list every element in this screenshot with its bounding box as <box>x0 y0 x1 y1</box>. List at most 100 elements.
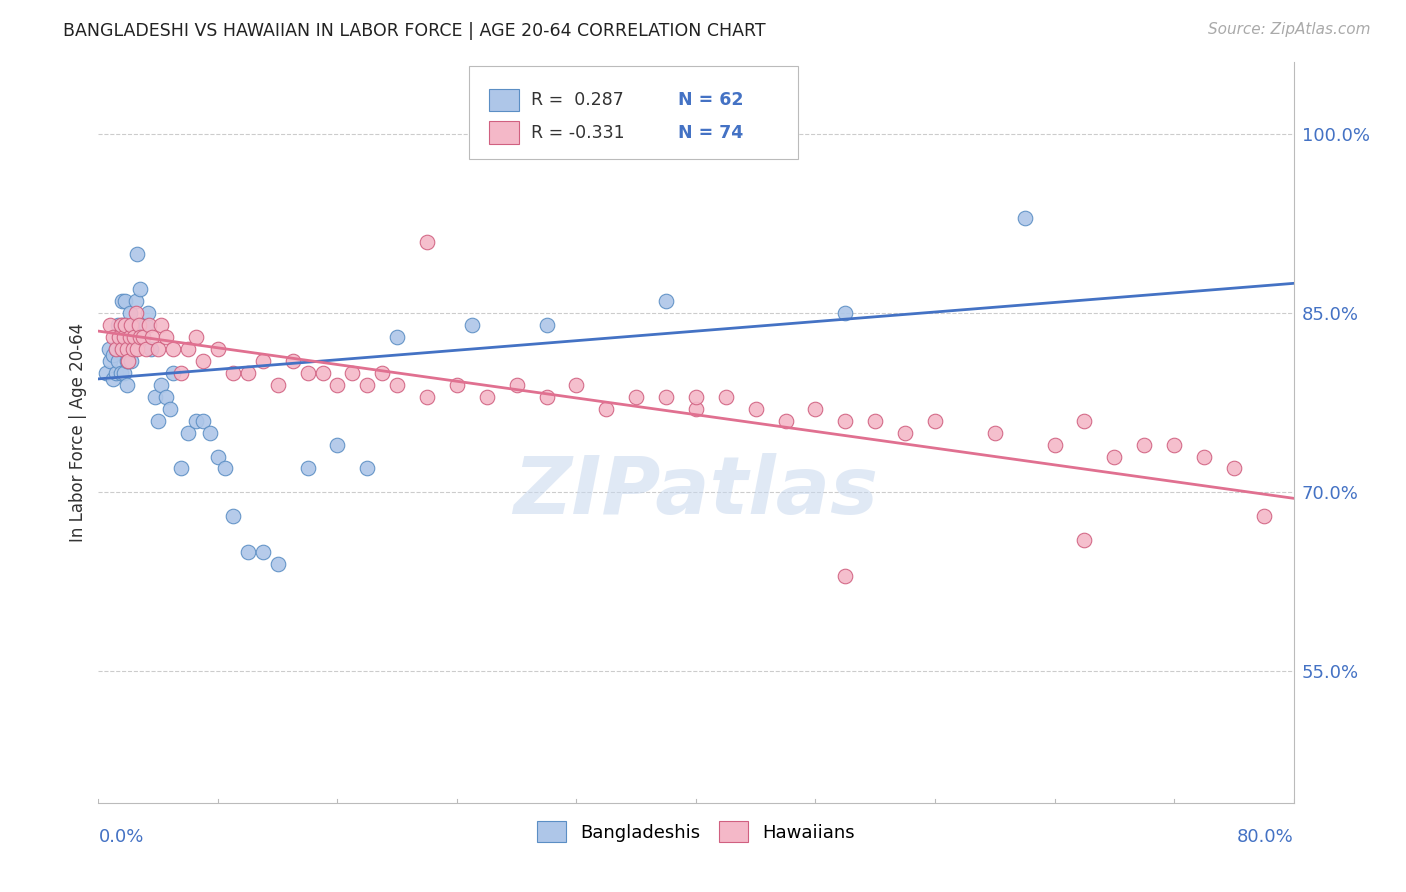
Point <box>416 390 439 404</box>
Point <box>371 366 394 380</box>
Point <box>834 306 856 320</box>
Text: BANGLADESHI VS HAWAIIAN IN LABOR FORCE | AGE 20-64 CORRELATION CHART: BANGLADESHI VS HAWAIIAN IN LABOR FORCE |… <box>63 22 766 40</box>
Point <box>129 330 152 344</box>
Point <box>475 390 498 404</box>
Point <box>177 425 200 440</box>
Point <box>162 342 184 356</box>
Point <box>150 318 173 333</box>
Point <box>118 306 141 320</box>
Point <box>865 414 887 428</box>
Point <box>297 461 319 475</box>
Point <box>1073 533 1095 547</box>
Point <box>252 354 274 368</box>
Legend: Bangladeshis, Hawaiians: Bangladeshis, Hawaiians <box>530 814 862 849</box>
Point <box>214 461 236 475</box>
Point <box>120 318 142 333</box>
Point <box>184 330 207 344</box>
Point <box>112 342 135 356</box>
Text: N = 62: N = 62 <box>678 91 744 109</box>
Point <box>127 246 149 260</box>
Point <box>125 306 148 320</box>
Point <box>342 366 364 380</box>
Point <box>121 342 143 356</box>
Point <box>148 342 170 356</box>
Point <box>148 414 170 428</box>
Y-axis label: In Labor Force | Age 20-64: In Labor Force | Age 20-64 <box>69 323 87 542</box>
Point <box>139 342 162 356</box>
Point <box>416 235 439 249</box>
Point <box>118 330 141 344</box>
Point <box>114 318 136 333</box>
Point <box>1223 461 1246 475</box>
Point <box>98 354 122 368</box>
Point <box>112 366 135 380</box>
Point <box>136 306 159 320</box>
Point <box>115 354 138 368</box>
Text: N = 74: N = 74 <box>678 124 744 142</box>
Point <box>115 342 138 356</box>
Point <box>1073 414 1095 428</box>
Point <box>111 294 134 309</box>
Point <box>120 330 142 344</box>
Point <box>1014 211 1036 225</box>
Point <box>804 401 827 416</box>
Point <box>117 354 139 368</box>
Point <box>655 390 678 404</box>
Point <box>94 366 117 380</box>
Point <box>595 401 617 416</box>
Point <box>141 330 163 344</box>
Point <box>446 377 468 392</box>
Point <box>143 390 166 404</box>
Point <box>128 318 150 333</box>
Point <box>105 366 128 380</box>
Point <box>655 294 678 309</box>
Text: 0.0%: 0.0% <box>98 828 143 846</box>
Point <box>281 354 304 368</box>
Point <box>111 318 134 333</box>
Point <box>103 330 125 344</box>
Point <box>110 366 132 380</box>
Point <box>222 366 245 380</box>
Bar <box>489 89 519 112</box>
Point <box>1163 437 1185 451</box>
Point <box>311 366 333 380</box>
Point <box>108 330 131 344</box>
Point <box>124 330 146 344</box>
Point <box>267 557 290 571</box>
Point <box>124 342 146 356</box>
Point <box>108 330 131 344</box>
Point <box>685 401 707 416</box>
Point <box>191 414 214 428</box>
Point <box>222 509 245 524</box>
Point <box>191 354 214 368</box>
Point <box>1133 437 1156 451</box>
Point <box>461 318 484 333</box>
Point <box>385 330 409 344</box>
Point <box>177 342 200 356</box>
Point <box>121 318 143 333</box>
Point <box>685 390 707 404</box>
Text: Source: ZipAtlas.com: Source: ZipAtlas.com <box>1208 22 1371 37</box>
Point <box>834 569 856 583</box>
Point <box>125 294 148 309</box>
Point <box>745 401 768 416</box>
Point <box>984 425 1007 440</box>
Point <box>834 414 856 428</box>
Point <box>169 366 191 380</box>
Point <box>536 318 558 333</box>
Point <box>103 372 125 386</box>
Point <box>120 354 142 368</box>
Point <box>135 318 157 333</box>
Point <box>114 294 136 309</box>
Text: 80.0%: 80.0% <box>1237 828 1294 846</box>
Point <box>626 390 648 404</box>
Point <box>200 425 222 440</box>
Point <box>159 401 181 416</box>
Bar <box>489 121 519 144</box>
FancyBboxPatch shape <box>470 66 797 159</box>
Point <box>132 330 155 344</box>
Point <box>135 342 157 356</box>
Point <box>105 342 128 356</box>
Point <box>565 377 588 392</box>
Point <box>1104 450 1126 464</box>
